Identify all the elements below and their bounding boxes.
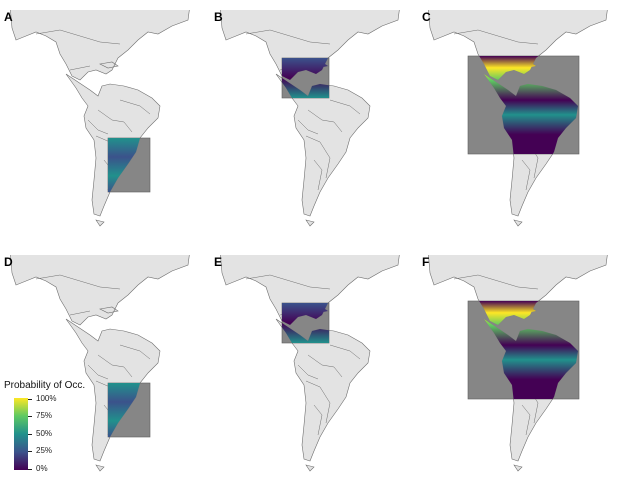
map-panel-a: A [0, 10, 200, 240]
country-border [69, 310, 91, 316]
country-border [87, 119, 109, 135]
country-border [297, 364, 319, 380]
country-border [97, 109, 133, 133]
map-svg [428, 10, 608, 227]
legend-tick-75: 75% [36, 411, 53, 420]
map-panel-d: D [0, 255, 200, 480]
legend-colorbar [14, 398, 28, 470]
americas-landmass [220, 255, 400, 472]
legend-title: Probability of Occ. [4, 380, 86, 391]
legend-tick-0: 0% [36, 464, 48, 473]
country-border [521, 404, 531, 436]
country-border [453, 274, 539, 290]
legend-tick-mark [28, 469, 32, 470]
map-panel-b: B [210, 10, 410, 240]
country-border [245, 29, 331, 45]
country-border [297, 119, 319, 135]
map-svg [10, 10, 190, 227]
legend-tick-mark [28, 399, 32, 400]
panel-label: A [4, 10, 13, 24]
panel-label: F [422, 255, 430, 269]
country-border [313, 404, 323, 436]
legend-tick-25: 25% [36, 446, 53, 455]
country-border [35, 29, 121, 45]
country-border [307, 109, 343, 133]
map-svg [428, 255, 608, 472]
map-svg [10, 255, 190, 472]
country-border [87, 364, 109, 380]
map-svg [220, 10, 400, 227]
panel-label: B [214, 10, 223, 24]
map-panel-e: E [210, 255, 410, 480]
country-border [305, 135, 331, 179]
country-border [329, 99, 361, 115]
country-border [35, 274, 121, 290]
legend-tick-mark [28, 451, 32, 452]
map-svg [220, 255, 400, 472]
country-border [245, 274, 331, 290]
map-panel-c: C [418, 10, 618, 240]
country-border [307, 354, 343, 378]
country-border [69, 65, 91, 71]
legend-tick-mark [28, 434, 32, 435]
country-border [97, 354, 133, 378]
panel-label: E [214, 255, 223, 269]
country-border [329, 344, 361, 360]
legend-tick-100: 100% [36, 394, 57, 403]
americas-landmass [10, 10, 190, 227]
map-panel-f: F [418, 255, 618, 480]
country-border [119, 344, 151, 360]
country-border [313, 159, 323, 191]
legend-tick-mark [28, 416, 32, 417]
probability-legend: Probability of Occ. 100% 75% 50% 25% 0% [2, 380, 122, 476]
panel-label: D [4, 255, 13, 269]
country-border [305, 380, 331, 424]
americas-landmass [220, 10, 400, 227]
legend-tick-50: 50% [36, 429, 53, 438]
panel-label: C [422, 10, 431, 24]
country-border [453, 29, 539, 45]
country-border [119, 99, 151, 115]
country-border [521, 159, 531, 191]
